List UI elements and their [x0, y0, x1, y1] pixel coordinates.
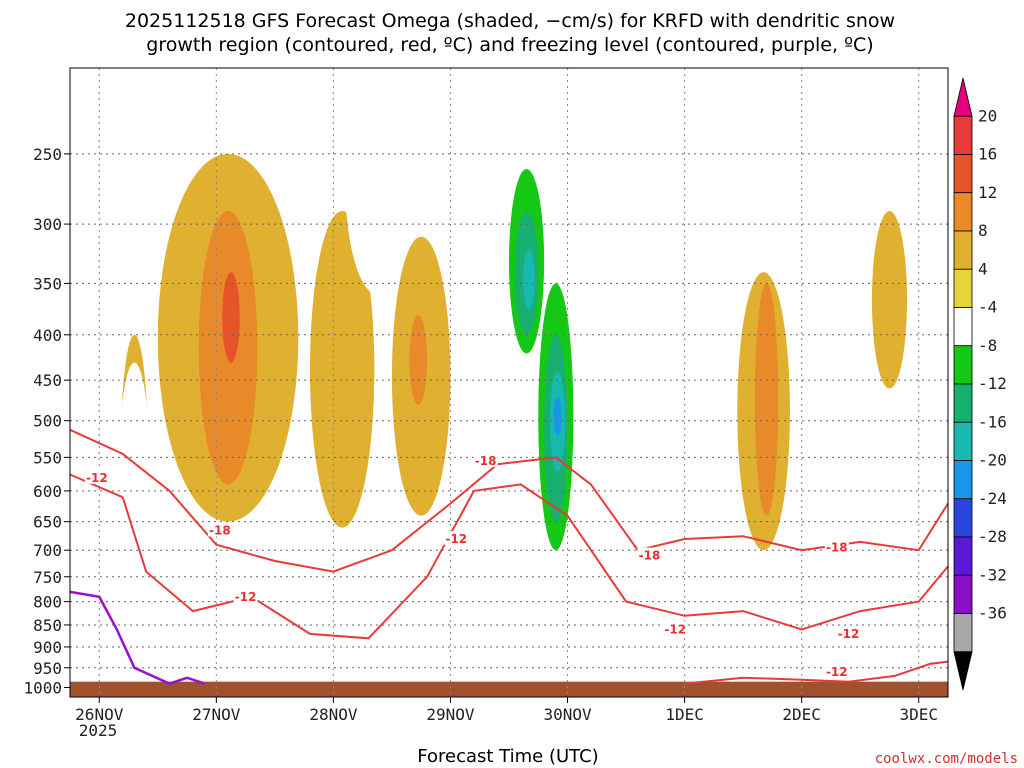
x-axis-label: Forecast Time (UTC): [417, 746, 598, 767]
colorbar-swatch-9: [953, 421, 973, 461]
chart-title: 2025112518 GFS Forecast Omega (shaded, −…: [125, 10, 895, 56]
colorbar-label-7: -12: [978, 374, 1007, 393]
x-tick-label-7: 3DEC: [899, 705, 938, 724]
omega-region-6: [409, 315, 428, 405]
y-tick-label-11: 800: [33, 593, 62, 612]
contour-label-bg-4: [473, 452, 498, 467]
colorbar-swatch-1: [953, 115, 973, 155]
contour-label-bg-6: [663, 621, 688, 636]
contour-label-1: -18: [209, 523, 231, 537]
watermark: coolwx.com/models: [875, 751, 1018, 767]
colorbar-label-10: -24: [978, 489, 1007, 508]
colorbar-swatch-8: [953, 383, 973, 423]
contour-label-bg-2: [233, 588, 258, 603]
y-tick-label-5: 500: [33, 412, 62, 431]
colorbar-swatch-10: [953, 460, 973, 500]
colorbar-label-6: -8: [978, 336, 997, 355]
colorbar-label-5: -4: [978, 298, 997, 317]
x-tick-label-2: 28NOV: [309, 705, 358, 724]
chart-title-line-1: 2025112518 GFS Forecast Omega (shaded, −…: [125, 10, 895, 32]
colorbar-label-13: -36: [978, 604, 1007, 623]
omega-region-12: [345, 67, 410, 295]
x-tick-label-4: 30NOV: [543, 705, 592, 724]
colorbar-swatch-5: [953, 268, 973, 308]
colorbar-swatch-0: [953, 77, 973, 117]
colorbar-label-8: -16: [978, 412, 1007, 431]
contour-label-7: -18: [826, 540, 848, 554]
colorbar-label-11: -28: [978, 527, 1007, 546]
colorbar-legend: 20 16 12 8 4 -4 -8 -12 -16 -20 -24 -28 -32 -36: [953, 77, 1007, 691]
colorbar-label-12: -32: [978, 565, 1007, 584]
plot-frame: [69, 67, 949, 698]
y-tick-label-15: 1000: [23, 678, 62, 697]
contour-label-bg-9: [824, 663, 849, 678]
contour-label-4: -18: [475, 454, 497, 468]
plot-area: -12 -18 -12 -12 -18 -18 -12 -18 -12 -12: [69, 67, 949, 698]
y-tick-label-8: 650: [33, 513, 62, 532]
colorbar-label-0: 20: [978, 106, 997, 125]
colorbar-swatch-13: [953, 574, 973, 614]
x-tick-label-3: 29NOV: [426, 705, 475, 724]
colorbar-label-2: 12: [978, 183, 997, 202]
omega-region-3: [222, 272, 240, 363]
x-tick-label-6: 2DEC: [782, 705, 821, 724]
colorbar-label-3: 8: [978, 221, 988, 240]
x-tick-label-1: 27NOV: [192, 705, 241, 724]
colorbar-label-4: 4: [978, 259, 988, 278]
y-tick-label-7: 600: [33, 482, 62, 501]
dgz-contour-1: [69, 473, 949, 640]
ground-terrain: [70, 681, 948, 697]
colorbar-swatch-3: [953, 192, 973, 232]
contour-label-bg-8: [836, 625, 861, 640]
colorbar-label-1: 16: [978, 145, 997, 164]
colorbar-swatch-11: [953, 498, 973, 538]
y-tick-label-6: 550: [33, 448, 62, 467]
omega-region-17: [523, 248, 535, 310]
contour-label-bg-3: [444, 531, 469, 546]
colorbar-swatch-2: [953, 154, 973, 194]
omega-region-9: [754, 283, 779, 516]
omega-region-21: [553, 396, 562, 436]
colorbar-swatch-15: [953, 651, 973, 691]
contour-label-9: -12: [826, 665, 848, 679]
omega-region-4: [309, 211, 375, 528]
y-tick-label-9: 700: [33, 541, 62, 560]
contour-label-bg-0: [84, 469, 109, 484]
omega-region-10: [871, 211, 908, 389]
y-tick-label-14: 950: [33, 659, 62, 678]
contour-label-bg-7: [824, 539, 849, 554]
y-tick-label-3: 400: [33, 326, 62, 345]
contour-label-bg-1: [207, 522, 232, 537]
x-tick-label-0: 26NOV: [75, 705, 124, 724]
y-tick-label-4: 450: [33, 371, 62, 390]
contour-label-0: -12: [86, 471, 108, 485]
contour-label-bg-5: [637, 547, 662, 562]
contour-label-8: -12: [838, 627, 860, 641]
contour-label-2: -12: [235, 590, 257, 604]
colorbar-swatch-7: [953, 345, 973, 385]
y-tick-label-10: 750: [33, 568, 62, 587]
colorbar-swatch-12: [953, 536, 973, 576]
omega-region-11: [116, 362, 152, 647]
x-axis-ticks: 26NOV 27NOV 28NOV 29NOV 30NOV 1DEC 2DEC 3DEC: [75, 697, 938, 724]
colorbar-swatch-4: [953, 230, 973, 270]
colorbar-swatch-6: [953, 307, 973, 347]
chart-title-line-2: growth region (contoured, red, ºC) and f…: [146, 34, 873, 56]
colorbar-swatch-14: [953, 613, 973, 653]
y-tick-label-0: 250: [33, 145, 62, 164]
contour-label-5: -18: [639, 549, 661, 563]
contour-label-3: -12: [445, 532, 467, 546]
y-axis-ticks: 250 300 350 400 450 500 550 600 650 700 750 800 850 9…: [23, 145, 70, 697]
freezing-contour-0: [69, 590, 205, 685]
colorbar-label-9: -20: [978, 451, 1007, 470]
y-tick-label-1: 300: [33, 215, 62, 234]
dgz-contour-2: [684, 660, 949, 685]
y-tick-label-12: 850: [33, 616, 62, 635]
y-tick-label-13: 900: [33, 638, 62, 657]
contour-label-6: -12: [664, 622, 686, 636]
x-tick-label-5: 1DEC: [665, 705, 704, 724]
x-axis-year: 2025: [79, 721, 118, 740]
y-tick-label-2: 350: [33, 274, 62, 293]
